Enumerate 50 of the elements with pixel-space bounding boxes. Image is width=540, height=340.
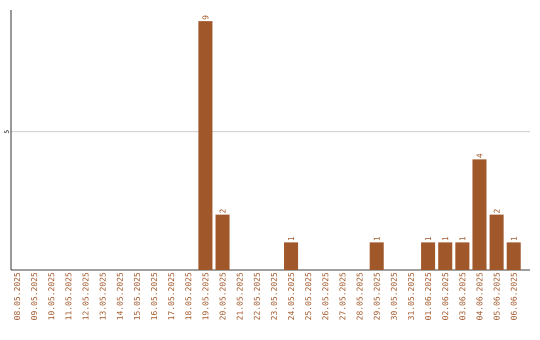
x-tick-label: 30.05.2025 xyxy=(390,272,397,320)
x-tick-label: 02.06.2025 xyxy=(442,272,448,320)
x-tick-label: 29.05.2025 xyxy=(374,272,380,320)
x-tick-label: 03.06.2025 xyxy=(459,272,466,320)
x-tick-label: 01.06.2025 xyxy=(425,272,432,320)
data-label: 2 xyxy=(220,209,226,213)
x-tick-label: 18.05.2025 xyxy=(185,272,192,320)
bar xyxy=(472,159,486,270)
data-label: 1 xyxy=(374,236,380,240)
x-tick-label: 15.05.2025 xyxy=(134,272,140,320)
x-tick-label: 16.05.2025 xyxy=(150,272,158,320)
bar xyxy=(506,242,521,270)
x-tick-label: 20.05.2025 xyxy=(220,272,226,320)
x-tick-label: 13.05.2025 xyxy=(100,272,106,320)
x-tick-label: 22.05.2025 xyxy=(254,272,260,320)
x-tick-label: 05.06.2025 xyxy=(494,272,500,320)
data-label: 2 xyxy=(494,209,500,213)
x-tick-label: 12.05.2025 xyxy=(82,272,89,320)
data-label: 1 xyxy=(425,236,432,240)
x-tick-label: 31.05.2025 xyxy=(408,272,414,320)
x-tick-label: 28.05.2025 xyxy=(356,272,363,320)
x-tick-label: 08.05.2025 xyxy=(14,272,20,320)
x-tick-label: 17.05.2025 xyxy=(168,272,174,320)
bar xyxy=(455,242,470,270)
data-label: 1 xyxy=(288,236,294,240)
data-label: 4 xyxy=(476,154,482,158)
x-tick-label: 06.06.2025 xyxy=(510,272,517,320)
x-tick-label: 09.05.2025 xyxy=(31,272,38,320)
bar xyxy=(421,242,436,270)
bar xyxy=(438,242,452,270)
bar xyxy=(198,21,212,270)
x-tick-label: 11.05.2025 xyxy=(65,272,72,320)
bar xyxy=(216,214,230,270)
x-tick-label: 27.05.2025 xyxy=(339,272,346,320)
data-label: 9 xyxy=(202,16,208,20)
x-tick-label: 25.05.2025 xyxy=(305,272,312,320)
data-label: 1 xyxy=(442,236,448,240)
x-tick-label: 24.05.2025 xyxy=(288,272,294,320)
data-label: 1 xyxy=(510,236,517,240)
bar xyxy=(490,214,504,270)
x-tick-label: 04.06.2025 xyxy=(476,272,482,320)
x-tick-label: 23.05.2025 xyxy=(270,272,277,320)
x-tick-label: 14.05.2025 xyxy=(116,272,123,320)
x-tick-label: 21.05.2025 xyxy=(236,272,243,320)
data-label: 1 xyxy=(459,236,466,240)
x-tick-label: 10.05.2025 xyxy=(48,272,54,320)
bar xyxy=(284,242,298,270)
x-tick-label: 26.05.2025 xyxy=(322,272,328,320)
x-tick-label: 19.05.2025 xyxy=(202,272,208,320)
bar xyxy=(370,242,384,270)
